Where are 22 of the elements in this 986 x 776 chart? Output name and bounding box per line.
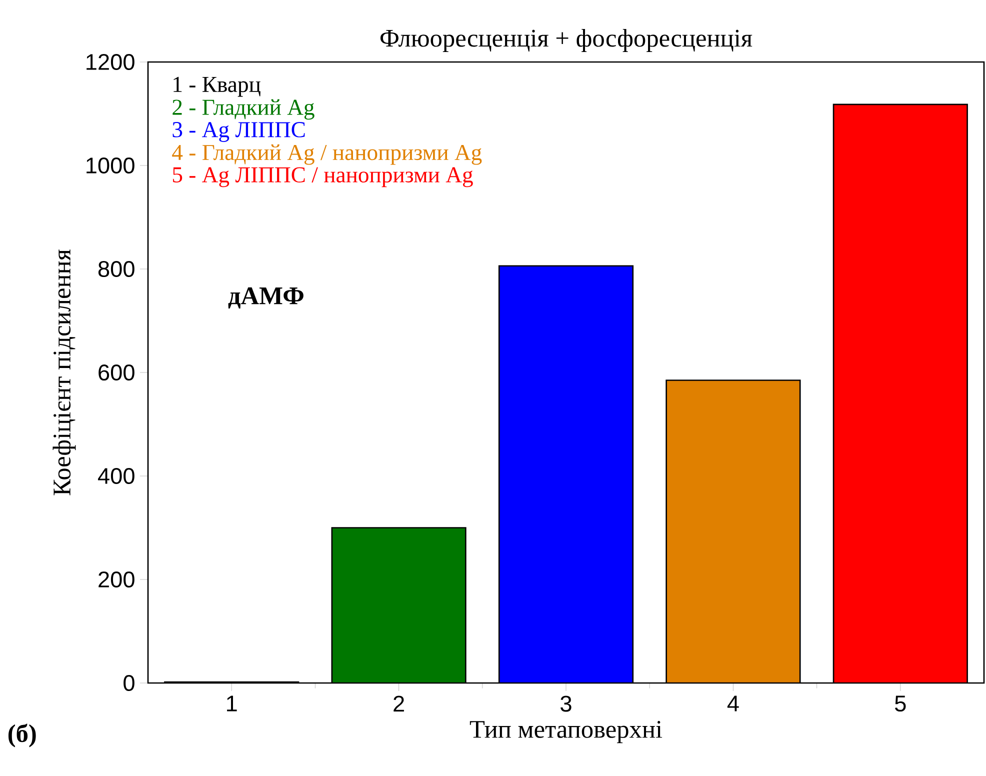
text: 1 - Кварц — [174, 76, 260, 97]
text: 4 - Гладкий Ag / нанопризми Ag — [172, 144, 482, 165]
y-tick-label: 200 — [98, 571, 134, 588]
y-tick-label: 600 — [98, 364, 134, 381]
text: (б) — [8, 724, 36, 748]
text: 3 - Ag ЛІППС — [172, 122, 305, 142]
text: 2 - Гладкий Ag — [172, 99, 314, 120]
x-tick-label: 1 — [227, 696, 237, 712]
x-tick-label: 3 — [560, 696, 572, 712]
y-tick-label: 0 — [124, 674, 134, 692]
text: 5 - Ag ЛІППС / нанопризми Ag — [172, 167, 473, 188]
y-axis-title: Коефіцієнт підсилення — [52, 249, 76, 496]
x-tick-label: 5 — [895, 696, 906, 712]
chart-title: Флюоресценція + фосфоресценція — [380, 28, 752, 52]
y-tick-label: 1000 — [86, 157, 134, 174]
x-axis-title: Тип метаповерхні — [470, 720, 662, 744]
x-tick-label: 2 — [394, 696, 404, 712]
annotation: дАМФ — [228, 287, 304, 309]
y-tick-label: 800 — [98, 260, 134, 278]
y-tick-label: 400 — [98, 468, 134, 484]
y-tick-label: 1200 — [86, 54, 134, 70]
x-tick-label: 4 — [727, 696, 739, 712]
